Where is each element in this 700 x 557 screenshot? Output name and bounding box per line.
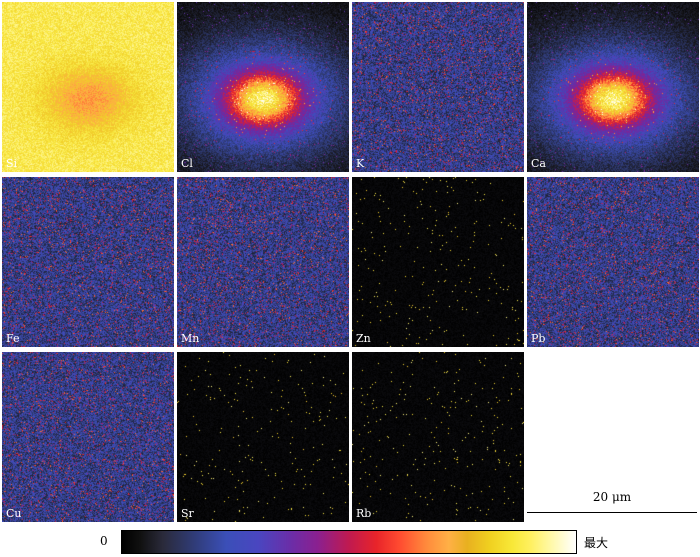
map-mn: Mn	[177, 177, 349, 347]
colorbar	[121, 530, 577, 554]
map-image	[177, 177, 349, 347]
map-label: Fe	[6, 332, 20, 345]
scale-bar-label: 20 μm	[592, 490, 632, 504]
map-cu: Cu	[2, 352, 174, 522]
map-label: Rb	[356, 507, 372, 520]
map-label: Cu	[6, 507, 22, 520]
map-image	[527, 2, 699, 172]
map-image	[352, 2, 524, 172]
scale-bar	[527, 512, 697, 513]
map-fe: Fe	[2, 177, 174, 347]
colorbar-min-label: 0	[100, 534, 108, 548]
map-label: Si	[6, 157, 18, 170]
map-sr: Sr	[177, 352, 349, 522]
map-ca: Ca	[527, 2, 699, 172]
map-image	[527, 177, 699, 347]
map-si: Si	[2, 2, 174, 172]
map-image	[2, 177, 174, 347]
map-image	[2, 2, 174, 172]
map-image	[177, 2, 349, 172]
map-label: Ca	[531, 157, 546, 170]
colorbar-max-label: 最大	[584, 536, 609, 550]
map-label: Sr	[181, 507, 194, 520]
map-image	[352, 177, 524, 347]
map-image	[177, 352, 349, 522]
map-k: K	[352, 2, 524, 172]
map-pb: Pb	[527, 177, 699, 347]
map-cl: Cl	[177, 2, 349, 172]
map-image	[2, 352, 174, 522]
map-label: Pb	[531, 332, 546, 345]
map-label: K	[356, 157, 365, 170]
map-label: Cl	[181, 157, 193, 170]
map-rb: Rb	[352, 352, 524, 522]
map-image	[352, 352, 524, 522]
map-label: Zn	[356, 332, 371, 345]
map-zn: Zn	[352, 177, 524, 347]
map-label: Mn	[181, 332, 200, 345]
